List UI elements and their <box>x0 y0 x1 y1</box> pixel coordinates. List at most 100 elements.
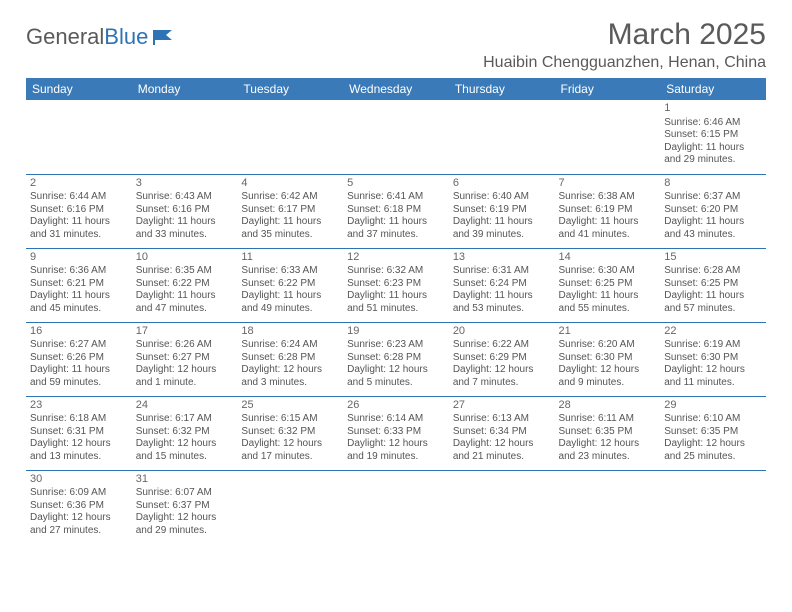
calendar-cell <box>555 470 661 544</box>
day-number: 18 <box>241 325 339 339</box>
daylight-text: Daylight: 11 hours and 57 minutes. <box>664 290 762 315</box>
sunset-text: Sunset: 6:32 PM <box>241 426 339 439</box>
sunrise-text: Sunrise: 6:15 AM <box>241 413 339 426</box>
calendar-cell <box>237 470 343 544</box>
flag-icon <box>152 27 178 47</box>
calendar-cell: 6Sunrise: 6:40 AMSunset: 6:19 PMDaylight… <box>449 174 555 248</box>
calendar-header: SundayMondayTuesdayWednesdayThursdayFrid… <box>26 78 766 100</box>
calendar-cell: 9Sunrise: 6:36 AMSunset: 6:21 PMDaylight… <box>26 248 132 322</box>
title-block: March 2025 Huaibin Chengguanzhen, Henan,… <box>483 18 766 72</box>
calendar-cell: 28Sunrise: 6:11 AMSunset: 6:35 PMDayligh… <box>555 396 661 470</box>
sunset-text: Sunset: 6:25 PM <box>559 278 657 291</box>
calendar-cell: 25Sunrise: 6:15 AMSunset: 6:32 PMDayligh… <box>237 396 343 470</box>
calendar-cell <box>555 100 661 174</box>
calendar-cell: 27Sunrise: 6:13 AMSunset: 6:34 PMDayligh… <box>449 396 555 470</box>
sunrise-text: Sunrise: 6:19 AM <box>664 339 762 352</box>
day-number: 1 <box>664 102 762 116</box>
sunrise-text: Sunrise: 6:23 AM <box>347 339 445 352</box>
calendar-cell: 21Sunrise: 6:20 AMSunset: 6:30 PMDayligh… <box>555 322 661 396</box>
weekday-header: Saturday <box>660 78 766 100</box>
sunset-text: Sunset: 6:15 PM <box>664 129 762 142</box>
calendar-cell: 20Sunrise: 6:22 AMSunset: 6:29 PMDayligh… <box>449 322 555 396</box>
daylight-text: Daylight: 12 hours and 19 minutes. <box>347 438 445 463</box>
sunset-text: Sunset: 6:34 PM <box>453 426 551 439</box>
daylight-text: Daylight: 11 hours and 29 minutes. <box>664 142 762 167</box>
sunset-text: Sunset: 6:27 PM <box>136 352 234 365</box>
day-number: 15 <box>664 251 762 265</box>
day-number: 24 <box>136 399 234 413</box>
calendar-cell: 19Sunrise: 6:23 AMSunset: 6:28 PMDayligh… <box>343 322 449 396</box>
daylight-text: Daylight: 12 hours and 9 minutes. <box>559 364 657 389</box>
sunrise-text: Sunrise: 6:43 AM <box>136 191 234 204</box>
calendar-cell: 16Sunrise: 6:27 AMSunset: 6:26 PMDayligh… <box>26 322 132 396</box>
calendar-cell <box>237 100 343 174</box>
calendar-cell: 10Sunrise: 6:35 AMSunset: 6:22 PMDayligh… <box>132 248 238 322</box>
sunset-text: Sunset: 6:22 PM <box>136 278 234 291</box>
sunrise-text: Sunrise: 6:13 AM <box>453 413 551 426</box>
calendar-cell <box>343 100 449 174</box>
sunrise-text: Sunrise: 6:28 AM <box>664 265 762 278</box>
daylight-text: Daylight: 12 hours and 17 minutes. <box>241 438 339 463</box>
day-number: 10 <box>136 251 234 265</box>
day-number: 22 <box>664 325 762 339</box>
calendar-cell: 15Sunrise: 6:28 AMSunset: 6:25 PMDayligh… <box>660 248 766 322</box>
daylight-text: Daylight: 12 hours and 11 minutes. <box>664 364 762 389</box>
daylight-text: Daylight: 11 hours and 39 minutes. <box>453 216 551 241</box>
calendar-row: 2Sunrise: 6:44 AMSunset: 6:16 PMDaylight… <box>26 174 766 248</box>
sunrise-text: Sunrise: 6:24 AM <box>241 339 339 352</box>
calendar-row: 16Sunrise: 6:27 AMSunset: 6:26 PMDayligh… <box>26 322 766 396</box>
calendar-cell: 31Sunrise: 6:07 AMSunset: 6:37 PMDayligh… <box>132 470 238 544</box>
daylight-text: Daylight: 12 hours and 5 minutes. <box>347 364 445 389</box>
day-number: 8 <box>664 177 762 191</box>
sunrise-text: Sunrise: 6:35 AM <box>136 265 234 278</box>
calendar-body: 1Sunrise: 6:46 AMSunset: 6:15 PMDaylight… <box>26 100 766 544</box>
day-number: 23 <box>30 399 128 413</box>
calendar-row: 1Sunrise: 6:46 AMSunset: 6:15 PMDaylight… <box>26 100 766 174</box>
sunrise-text: Sunrise: 6:17 AM <box>136 413 234 426</box>
sunset-text: Sunset: 6:19 PM <box>559 204 657 217</box>
calendar-cell: 26Sunrise: 6:14 AMSunset: 6:33 PMDayligh… <box>343 396 449 470</box>
sunset-text: Sunset: 6:35 PM <box>664 426 762 439</box>
sunset-text: Sunset: 6:36 PM <box>30 500 128 513</box>
daylight-text: Daylight: 12 hours and 15 minutes. <box>136 438 234 463</box>
calendar-cell: 18Sunrise: 6:24 AMSunset: 6:28 PMDayligh… <box>237 322 343 396</box>
daylight-text: Daylight: 11 hours and 53 minutes. <box>453 290 551 315</box>
weekday-header: Friday <box>555 78 661 100</box>
calendar-cell: 8Sunrise: 6:37 AMSunset: 6:20 PMDaylight… <box>660 174 766 248</box>
sunset-text: Sunset: 6:37 PM <box>136 500 234 513</box>
daylight-text: Daylight: 11 hours and 51 minutes. <box>347 290 445 315</box>
sunset-text: Sunset: 6:30 PM <box>559 352 657 365</box>
sunrise-text: Sunrise: 6:36 AM <box>30 265 128 278</box>
daylight-text: Daylight: 12 hours and 25 minutes. <box>664 438 762 463</box>
sunset-text: Sunset: 6:16 PM <box>136 204 234 217</box>
day-number: 6 <box>453 177 551 191</box>
sunset-text: Sunset: 6:17 PM <box>241 204 339 217</box>
calendar-cell: 24Sunrise: 6:17 AMSunset: 6:32 PMDayligh… <box>132 396 238 470</box>
day-number: 27 <box>453 399 551 413</box>
daylight-text: Daylight: 12 hours and 23 minutes. <box>559 438 657 463</box>
sunrise-text: Sunrise: 6:41 AM <box>347 191 445 204</box>
daylight-text: Daylight: 11 hours and 33 minutes. <box>136 216 234 241</box>
daylight-text: Daylight: 12 hours and 21 minutes. <box>453 438 551 463</box>
daylight-text: Daylight: 11 hours and 37 minutes. <box>347 216 445 241</box>
weekday-header: Wednesday <box>343 78 449 100</box>
daylight-text: Daylight: 11 hours and 49 minutes. <box>241 290 339 315</box>
sunset-text: Sunset: 6:18 PM <box>347 204 445 217</box>
sunset-text: Sunset: 6:25 PM <box>664 278 762 291</box>
day-number: 2 <box>30 177 128 191</box>
calendar-cell: 1Sunrise: 6:46 AMSunset: 6:15 PMDaylight… <box>660 100 766 174</box>
sunrise-text: Sunrise: 6:10 AM <box>664 413 762 426</box>
calendar-cell: 22Sunrise: 6:19 AMSunset: 6:30 PMDayligh… <box>660 322 766 396</box>
calendar-cell <box>132 100 238 174</box>
calendar-cell: 7Sunrise: 6:38 AMSunset: 6:19 PMDaylight… <box>555 174 661 248</box>
sunrise-text: Sunrise: 6:30 AM <box>559 265 657 278</box>
daylight-text: Daylight: 12 hours and 7 minutes. <box>453 364 551 389</box>
calendar-cell: 4Sunrise: 6:42 AMSunset: 6:17 PMDaylight… <box>237 174 343 248</box>
calendar-cell: 3Sunrise: 6:43 AMSunset: 6:16 PMDaylight… <box>132 174 238 248</box>
sunset-text: Sunset: 6:35 PM <box>559 426 657 439</box>
daylight-text: Daylight: 11 hours and 45 minutes. <box>30 290 128 315</box>
sunrise-text: Sunrise: 6:37 AM <box>664 191 762 204</box>
calendar-row: 23Sunrise: 6:18 AMSunset: 6:31 PMDayligh… <box>26 396 766 470</box>
calendar-cell: 13Sunrise: 6:31 AMSunset: 6:24 PMDayligh… <box>449 248 555 322</box>
header-row: GeneralBlue March 2025 Huaibin Chengguan… <box>26 18 766 72</box>
